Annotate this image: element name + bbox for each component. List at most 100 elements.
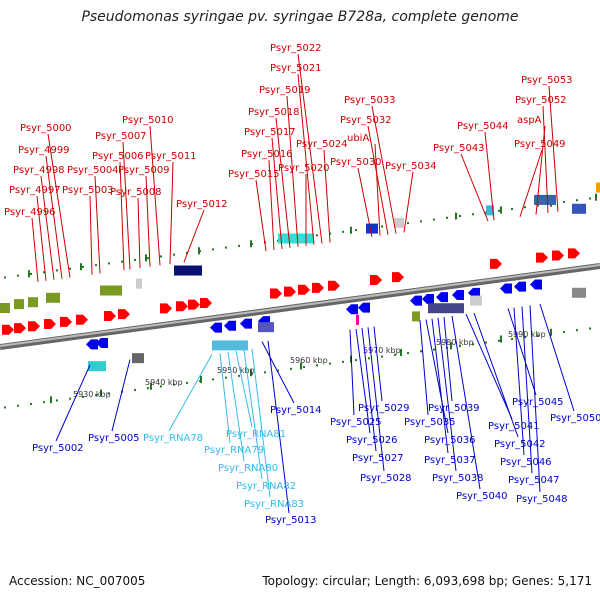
forward-gene bbox=[490, 258, 502, 269]
scale-dot bbox=[147, 387, 149, 390]
leader-line bbox=[267, 340, 290, 514]
gene-label-top: Psyr_5008 bbox=[110, 187, 162, 198]
gene-label-top: Psyr_5049 bbox=[514, 139, 566, 150]
feature-block bbox=[470, 295, 482, 306]
reverse-gene bbox=[452, 289, 464, 300]
scale-dot bbox=[472, 213, 474, 216]
major-tick bbox=[100, 389, 102, 397]
rna-label: Psyr_RNA79 bbox=[204, 445, 264, 456]
map-title: Pseudomonas syringae pv. syringae B728a,… bbox=[81, 9, 519, 25]
scale-dot bbox=[329, 232, 331, 235]
leader-line bbox=[443, 317, 453, 402]
feature-block bbox=[132, 353, 144, 364]
gene-label-bottom: Psyr_5035 bbox=[404, 417, 456, 428]
leader-line bbox=[374, 143, 381, 236]
gene-label-top: aspA bbox=[517, 115, 542, 126]
leader-line bbox=[323, 149, 331, 243]
leader-line bbox=[122, 141, 131, 270]
scale-dot bbox=[134, 258, 136, 261]
gene-label-bottom: Psyr_5037 bbox=[424, 455, 476, 466]
scale-dot bbox=[511, 338, 513, 341]
scale-dot bbox=[95, 394, 97, 397]
feature-block bbox=[356, 314, 359, 325]
scale-dot bbox=[368, 357, 370, 360]
gene-label-top: Psyr_5022 bbox=[270, 43, 322, 54]
reverse-gene bbox=[436, 292, 448, 303]
scale-dot bbox=[238, 374, 240, 377]
forward-gene bbox=[298, 284, 310, 295]
scale-dot bbox=[589, 327, 591, 330]
forward-gene bbox=[552, 250, 564, 261]
leader-line bbox=[235, 351, 253, 428]
reverse-gene bbox=[468, 287, 480, 298]
forward-gene bbox=[370, 275, 382, 286]
major-tick bbox=[250, 240, 252, 248]
gene-label-top: Psyr_5016 bbox=[241, 149, 293, 160]
scale-dot bbox=[43, 401, 45, 404]
forward-gene bbox=[44, 319, 56, 330]
scale-dot bbox=[355, 359, 357, 362]
rna-label: Psyr_RNA82 bbox=[236, 481, 296, 492]
scale-dot bbox=[82, 265, 84, 268]
feature-block bbox=[428, 303, 464, 314]
feature-block bbox=[0, 303, 10, 313]
leader-line bbox=[425, 319, 449, 434]
gene-label-top: Psyr_5033 bbox=[344, 95, 396, 106]
rna-label: Psyr_RNA80 bbox=[218, 463, 278, 474]
leader-line bbox=[297, 53, 323, 244]
leader-line bbox=[227, 352, 245, 462]
gene-label-bottom: Psyr_5038 bbox=[432, 473, 484, 484]
leader-line bbox=[251, 348, 271, 498]
major-tick bbox=[450, 342, 452, 350]
feature-block bbox=[572, 287, 586, 298]
scale-dot bbox=[173, 253, 175, 256]
leader-line bbox=[94, 175, 101, 274]
reverse-gene bbox=[422, 294, 434, 305]
gene-label-top: Psyr_5012 bbox=[176, 199, 228, 210]
scale-dot bbox=[160, 385, 162, 388]
scale-dot bbox=[147, 257, 149, 260]
scale-dot bbox=[173, 383, 175, 386]
reverse-gene bbox=[210, 322, 222, 333]
scale-dot bbox=[238, 244, 240, 247]
leader-line bbox=[357, 167, 373, 237]
reverse-gene bbox=[346, 304, 358, 315]
major-tick bbox=[300, 362, 302, 370]
scale-dot bbox=[186, 251, 188, 254]
scale-dot bbox=[433, 348, 435, 351]
scale-dot bbox=[394, 353, 396, 356]
feature-block bbox=[46, 292, 60, 303]
scale-dot bbox=[108, 262, 110, 265]
leader-line bbox=[355, 328, 371, 434]
leader-line bbox=[431, 318, 449, 454]
leader-line bbox=[36, 195, 47, 281]
major-tick bbox=[350, 226, 352, 234]
reverse-gene bbox=[500, 283, 512, 294]
scale-dot bbox=[537, 334, 539, 337]
leader-line bbox=[286, 95, 299, 247]
gene-label-top: Psyr_5015 bbox=[228, 169, 280, 180]
leader-line bbox=[149, 125, 161, 266]
scale-dot bbox=[420, 220, 422, 223]
feature-block bbox=[534, 194, 556, 205]
feature-block bbox=[212, 340, 248, 351]
scale-dot bbox=[69, 397, 71, 400]
leader-line bbox=[111, 359, 131, 432]
scale-dot bbox=[511, 208, 513, 211]
tick-label: 5980 kbp bbox=[436, 338, 474, 347]
forward-gene bbox=[270, 288, 282, 299]
leader-line bbox=[484, 131, 495, 221]
leader-line bbox=[460, 153, 489, 222]
gene-label-top: Psyr_4999 bbox=[18, 145, 70, 156]
leader-line bbox=[261, 341, 295, 404]
leader-line bbox=[473, 312, 519, 438]
leader-line bbox=[275, 117, 291, 248]
forward-gene bbox=[118, 309, 130, 320]
reverse-gene bbox=[514, 281, 526, 292]
scale-dot bbox=[381, 225, 383, 228]
gene-label-top: Psyr_5007 bbox=[95, 131, 147, 142]
gene-label-top: Psyr_5020 bbox=[278, 163, 330, 174]
scale-dot bbox=[498, 209, 500, 212]
scale-dot bbox=[69, 267, 71, 270]
gene-label-bottom: Psyr_5046 bbox=[500, 457, 552, 468]
